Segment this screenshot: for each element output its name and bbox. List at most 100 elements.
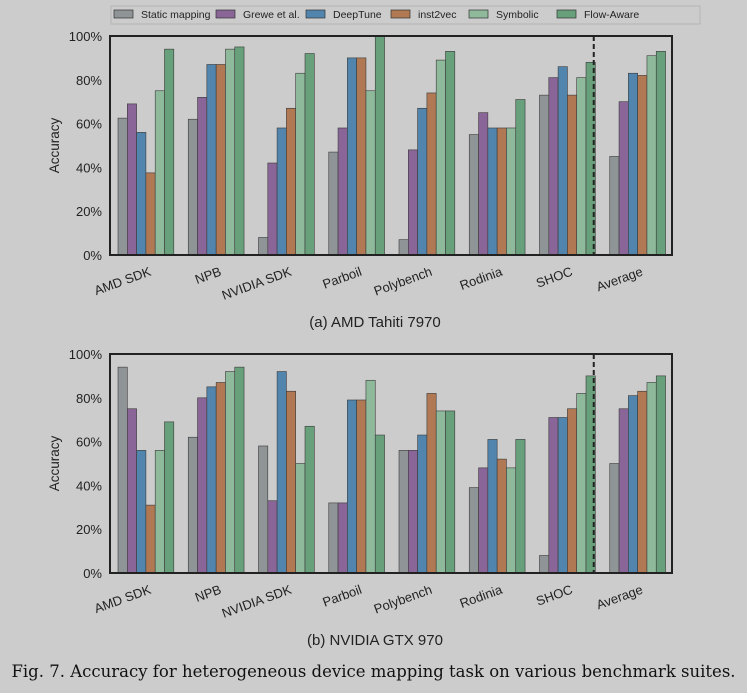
bar <box>646 55 657 256</box>
legend-item: Symbolic <box>468 9 539 21</box>
bar <box>154 450 165 574</box>
bar <box>187 118 198 256</box>
bar <box>234 366 245 574</box>
bar <box>628 395 638 574</box>
bar <box>468 134 479 256</box>
chart-title: (b) NVIDIA GTX 970 <box>307 632 443 649</box>
legend-swatch <box>215 9 236 19</box>
bar <box>337 127 348 256</box>
plot-frame <box>109 353 673 574</box>
legend-label: Symbolic <box>496 9 539 21</box>
bar <box>539 94 550 256</box>
legend-item: Grewe et al. <box>215 9 300 21</box>
bar <box>276 371 287 574</box>
bar <box>426 92 437 256</box>
x-tick-label: SHOC <box>534 582 574 609</box>
bar <box>445 51 456 256</box>
x-tick-label: Polybench <box>372 264 434 299</box>
bar <box>154 90 165 256</box>
x-tick-label: NPB <box>193 582 223 605</box>
bar <box>506 467 517 574</box>
y-tick-label: 20% <box>76 204 102 219</box>
y-tick-label: 20% <box>76 522 102 537</box>
bar <box>117 366 128 574</box>
legend-swatch <box>468 9 489 19</box>
legend-item: Static mapping <box>113 9 211 21</box>
bar <box>609 463 620 574</box>
bar <box>576 393 587 574</box>
bar <box>258 237 269 256</box>
bar <box>187 436 198 574</box>
bar <box>347 57 357 256</box>
bar <box>407 149 418 256</box>
y-tick-label: 40% <box>76 478 102 493</box>
bar <box>304 53 315 256</box>
bar <box>356 399 367 574</box>
legend-swatch <box>390 9 411 19</box>
bar <box>197 97 208 256</box>
bar <box>267 500 278 574</box>
bar <box>374 35 385 256</box>
bar <box>164 421 175 574</box>
bar <box>407 450 418 574</box>
x-tick-label: Polybench <box>372 582 434 617</box>
x-tick-label: SHOC <box>534 264 574 291</box>
bar <box>398 239 409 256</box>
bar <box>539 555 550 574</box>
y-axis-label: Accuracy <box>47 117 62 173</box>
legend-label: DeepTune <box>333 9 382 21</box>
legend-swatch <box>305 9 326 19</box>
x-tick-label: Average <box>594 582 644 613</box>
bar <box>426 393 437 574</box>
bar <box>295 463 306 574</box>
bar <box>655 375 666 574</box>
bar <box>618 101 629 256</box>
bar <box>286 107 296 256</box>
bar <box>609 156 620 256</box>
bar <box>637 75 648 256</box>
bar <box>487 127 498 256</box>
bar <box>435 59 446 256</box>
bar <box>487 439 498 574</box>
bar <box>515 439 526 574</box>
y-tick-label: 100% <box>69 347 103 362</box>
legend-item: DeepTune <box>305 9 382 21</box>
bar <box>145 172 156 256</box>
bar <box>197 397 208 574</box>
bar <box>164 48 175 256</box>
y-tick-label: 40% <box>76 160 102 175</box>
bar <box>557 66 568 256</box>
bar <box>258 445 269 574</box>
y-tick-label: 80% <box>76 391 102 406</box>
bar <box>356 57 367 256</box>
bar <box>225 371 236 574</box>
bar <box>548 77 559 256</box>
x-tick-label: Rodinia <box>458 581 505 610</box>
bar <box>117 117 128 256</box>
chart-title: (a) AMD Tahiti 7970 <box>309 314 440 331</box>
bar <box>618 408 629 574</box>
bar <box>234 46 245 256</box>
bar <box>567 94 578 256</box>
chart-panel: 0% 20% 40% 60% 80% 100% Accuracy AMD SDK NPBNVID… <box>47 347 673 649</box>
bar <box>127 103 137 256</box>
bar <box>637 390 648 574</box>
bar <box>478 467 489 574</box>
bar <box>576 77 587 256</box>
plot-frame <box>109 35 673 256</box>
bar <box>267 162 278 256</box>
bar <box>347 399 357 574</box>
bar <box>337 502 348 574</box>
bar <box>374 434 385 574</box>
x-tick-label: AMD SDK <box>92 582 153 616</box>
figure-caption: Fig. 7. Accuracy for heterogeneous devic… <box>11 662 736 681</box>
x-tick-label: NPB <box>193 264 223 287</box>
y-tick-label: 0% <box>83 566 102 581</box>
bar <box>328 151 339 256</box>
bar <box>127 408 137 574</box>
bar <box>468 487 479 574</box>
x-tick-label: Parboil <box>321 264 364 292</box>
bar <box>417 107 428 256</box>
bar <box>136 132 147 256</box>
